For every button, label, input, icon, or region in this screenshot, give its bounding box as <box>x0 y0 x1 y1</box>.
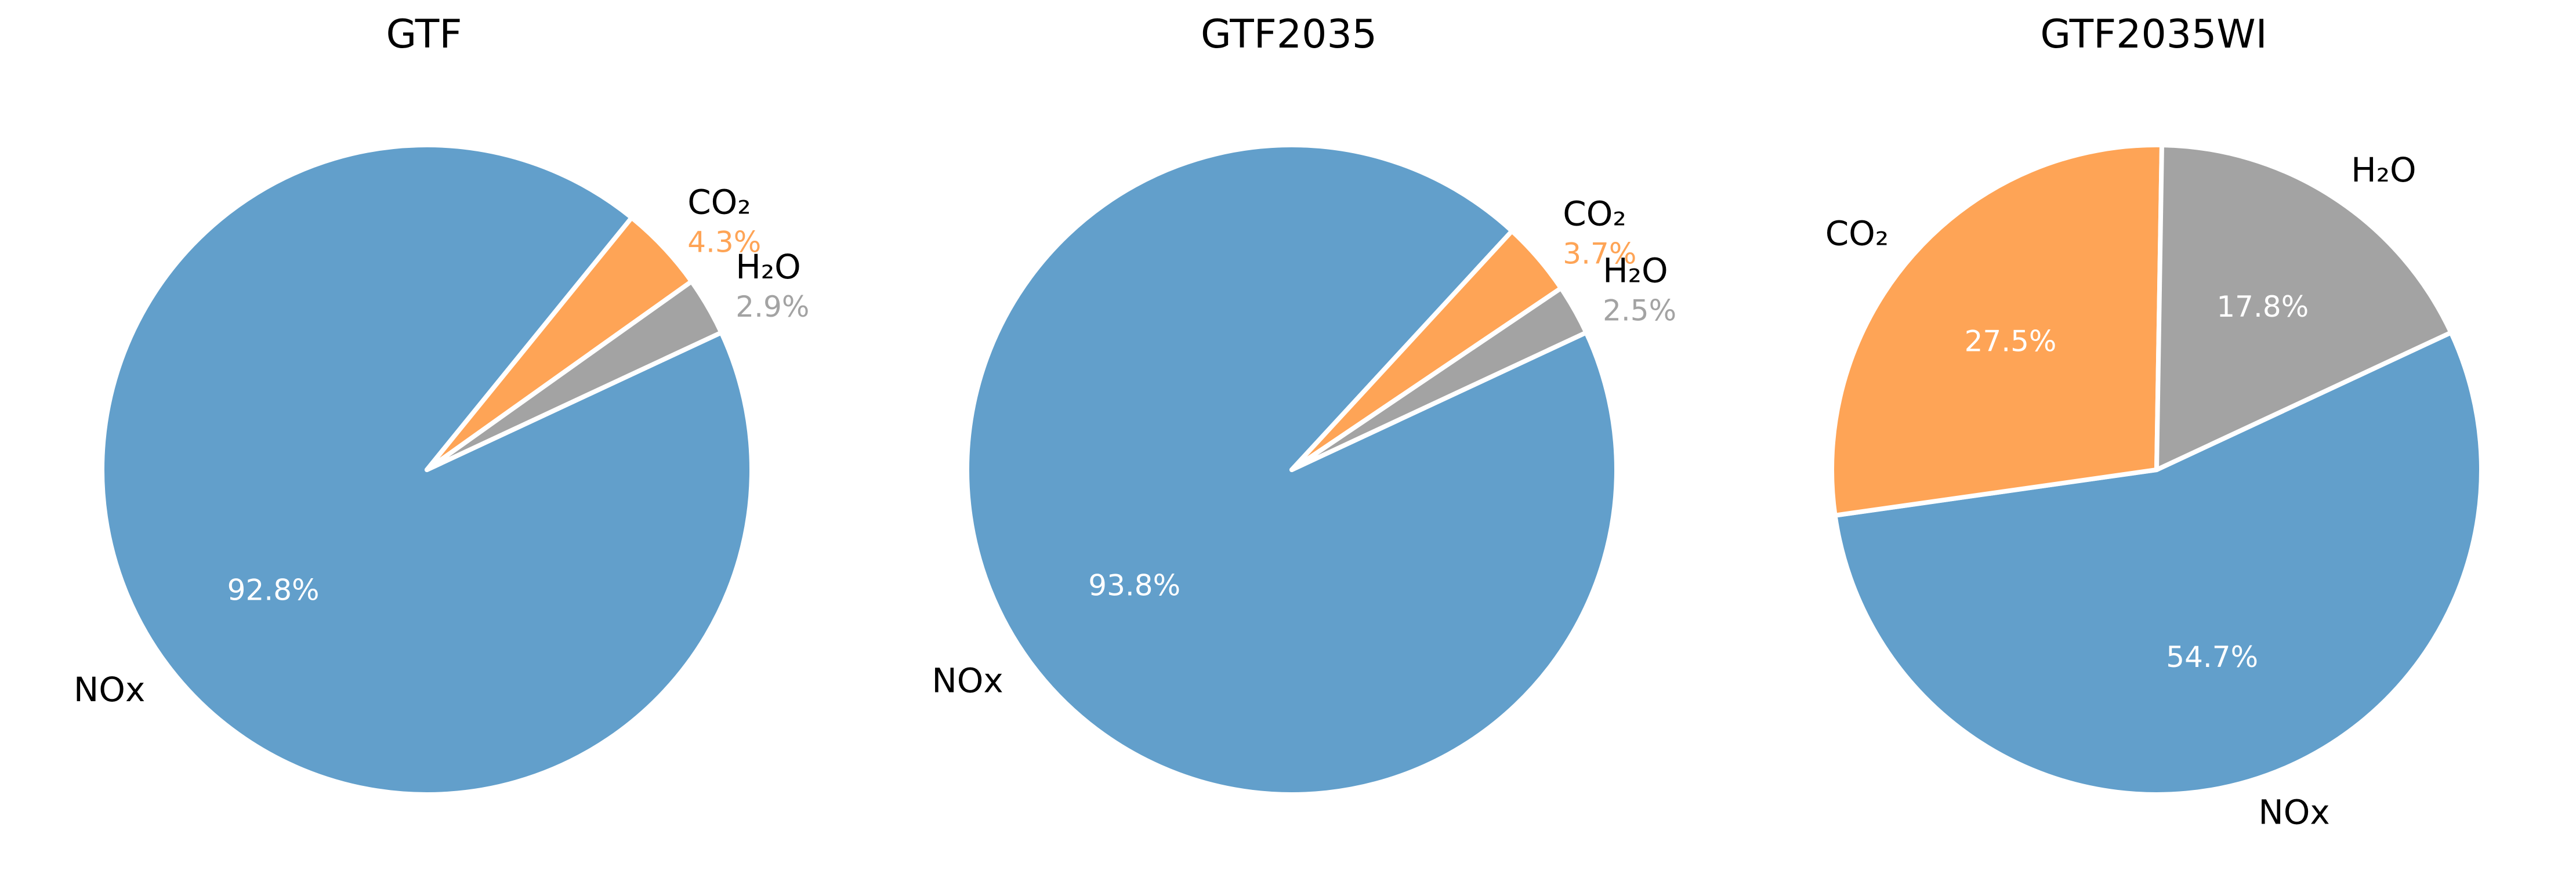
category-label-gtf2035wi-co2: CO₂ <box>1825 214 1889 253</box>
pie-chart-gtf2035wi: GTF2035WI NOx 54.7% CO₂ 27.5% H₂O 17.8% <box>1825 12 2484 832</box>
pie-slice-gtf-h2o <box>425 279 724 472</box>
percent-label-gtf2035-co2: 3.7% <box>1563 237 1636 271</box>
pie-slice-gtf2035wi-co2 <box>1829 143 2164 518</box>
category-label-gtf2035wi-nox: NOx <box>2258 793 2329 832</box>
percent-label-gtf-h2o: 2.9% <box>736 290 809 324</box>
percent-label-gtf-co2: 4.3% <box>687 226 761 259</box>
chart-title-gtf: GTF <box>386 12 462 57</box>
percent-label-gtf2035-h2o: 2.5% <box>1603 294 1676 328</box>
category-label-gtf-co2: CO₂ <box>687 183 751 222</box>
percent-label-gtf2035wi-nox: 54.7% <box>2166 640 2258 674</box>
percent-label-gtf2035wi-co2: 27.5% <box>1965 325 2057 358</box>
pie-slice-gtf2035wi-h2o <box>2154 143 2454 472</box>
category-label-gtf2035wi-h2o: H₂O <box>2351 150 2416 190</box>
category-label-gtf-nox: NOx <box>74 670 145 709</box>
percent-label-gtf2035wi-h2o: 17.8% <box>2216 290 2309 324</box>
pie-slice-gtf2035-h2o <box>1289 285 1589 472</box>
percent-label-gtf-nox: 92.8% <box>227 574 320 607</box>
chart-title-gtf2035: GTF2035 <box>1201 12 1377 57</box>
category-label-gtf2035-h2o: H₂O <box>1603 251 1668 291</box>
pie-slice-gtf2035wi-nox <box>1832 330 2484 797</box>
category-label-gtf2035-nox: NOx <box>932 661 1003 701</box>
chart-title-gtf2035wi: GTF2035WI <box>2040 12 2267 57</box>
category-label-gtf2035-co2: CO₂ <box>1563 194 1626 234</box>
percent-label-gtf2035-nox: 93.8% <box>1088 568 1180 602</box>
category-label-gtf-h2o: H₂O <box>736 247 801 287</box>
